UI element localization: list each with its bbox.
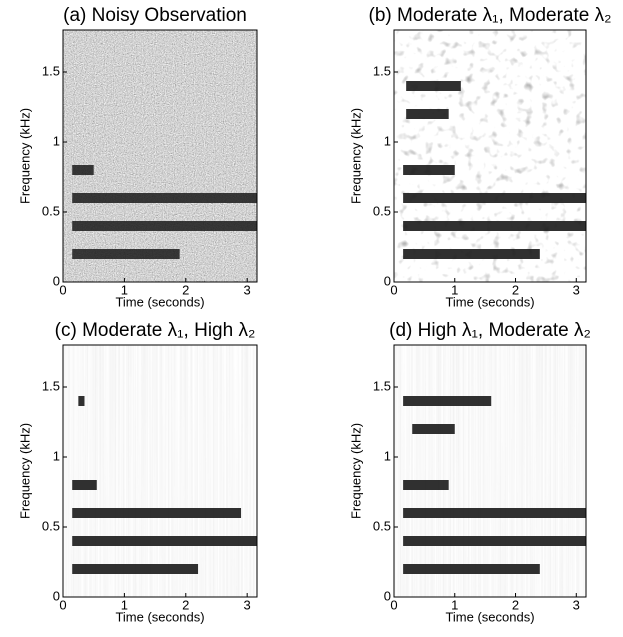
- x-axis-label: Time (seconds): [445, 609, 534, 624]
- y-tick-label: 0: [53, 588, 60, 603]
- x-tick-label: 1: [121, 597, 128, 612]
- y-axis-label: Frequency (kHz): [348, 108, 363, 204]
- harmonic-band: [72, 508, 242, 518]
- texture: [394, 30, 586, 282]
- y-tick-label: 0.5: [373, 518, 391, 533]
- harmonic-band: [72, 564, 199, 574]
- y-tick-label: 1.5: [373, 63, 391, 78]
- x-tick-label: 1: [121, 282, 128, 297]
- x-tick-label: 1: [451, 597, 458, 612]
- harmonic-band: [72, 193, 257, 203]
- y-tick-label: 1: [384, 133, 391, 148]
- panel: 0 1 2 3 0 0.5 1 1.5 Time (seconds) Frequency (kHz…: [17, 5, 258, 309]
- y-tick-label: 0: [384, 588, 391, 603]
- y-tick-label: 1: [53, 448, 60, 463]
- x-tick-label: 2: [512, 597, 519, 612]
- harmonic-band: [403, 508, 586, 518]
- y-axis-label: Frequency (kHz): [17, 108, 32, 204]
- texture: [63, 345, 257, 597]
- y-tick-label: 0: [53, 273, 60, 288]
- harmonic-band: [406, 109, 449, 119]
- panel-title: (b) Moderate λ₁, Moderate λ₂: [369, 5, 612, 26]
- x-tick-label: 0: [59, 282, 66, 297]
- harmonic-band: [406, 81, 461, 91]
- harmonic-band: [403, 221, 586, 231]
- panel: 0 1 2 3 0 0.5 1 1.5 Time (seconds) Frequency (kHz…: [348, 320, 590, 624]
- x-axis-label: Time (seconds): [445, 294, 534, 309]
- harmonic-band: [403, 193, 586, 203]
- harmonic-band: [403, 564, 540, 574]
- harmonic-band: [403, 396, 492, 406]
- panel: 0 1 2 3 0 0.5 1 1.5 Time (seconds) Frequency (kHz…: [348, 5, 611, 309]
- y-axis-label: Frequency (kHz): [17, 423, 32, 519]
- axes-frame: [393, 29, 587, 283]
- x-tick-label: 0: [59, 597, 66, 612]
- panel: 0 1 2 3 0 0.5 1 1.5 Time (seconds) Frequency (kHz…: [17, 320, 258, 624]
- x-axis-label: Time (seconds): [115, 609, 204, 624]
- panel-title: (c) Moderate λ₁, High λ₂: [55, 320, 256, 341]
- texture: [63, 30, 257, 282]
- x-axis-label: Time (seconds): [115, 294, 204, 309]
- x-tick-label: 3: [244, 282, 251, 297]
- harmonic-band: [78, 396, 85, 406]
- x-tick-label: 2: [182, 597, 189, 612]
- y-tick-label: 1: [384, 448, 391, 463]
- x-tick-label: 3: [244, 597, 251, 612]
- harmonic-band: [72, 536, 257, 546]
- y-tick-label: 1.5: [42, 378, 60, 393]
- axes-frame: [393, 344, 587, 598]
- x-tick-label: 3: [573, 282, 580, 297]
- harmonic-band: [403, 165, 455, 175]
- y-tick-label: 1: [53, 133, 60, 148]
- axes-frame: [62, 344, 258, 598]
- y-tick-label: 1.5: [373, 378, 391, 393]
- y-tick-label: 0: [384, 273, 391, 288]
- x-tick-label: 0: [390, 597, 397, 612]
- harmonic-band: [412, 424, 455, 434]
- harmonic-band: [72, 221, 257, 231]
- harmonic-band: [403, 249, 540, 259]
- x-tick-label: 0: [390, 282, 397, 297]
- panel-title: (a) Noisy Observation: [63, 5, 247, 26]
- x-tick-label: 2: [512, 282, 519, 297]
- y-tick-label: 0.5: [42, 518, 60, 533]
- harmonic-band: [403, 480, 449, 490]
- panel-title: (d) High λ₁, Moderate λ₂: [389, 320, 591, 341]
- x-tick-label: 3: [573, 597, 580, 612]
- y-axis-label: Frequency (kHz): [348, 423, 363, 519]
- y-tick-label: 0.5: [42, 203, 60, 218]
- texture: [394, 345, 586, 597]
- axes-frame: [62, 29, 258, 283]
- y-tick-label: 1.5: [42, 63, 60, 78]
- harmonic-band: [72, 165, 94, 175]
- harmonic-band: [403, 536, 586, 546]
- y-tick-label: 0.5: [373, 203, 391, 218]
- x-tick-label: 2: [182, 282, 189, 297]
- x-tick-label: 1: [451, 282, 458, 297]
- harmonic-band: [72, 249, 180, 259]
- harmonic-band: [72, 480, 97, 490]
